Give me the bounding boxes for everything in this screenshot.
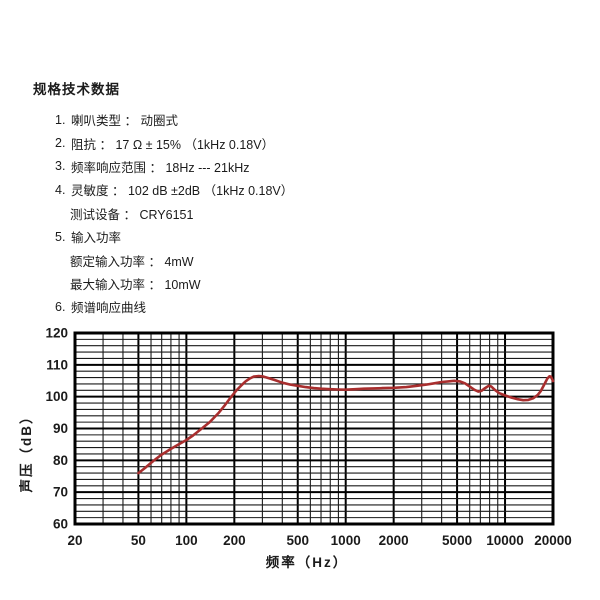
spec-section: 规格技术数据 1. 喇叭类型 ： 动圈式 2. 阻抗 ： 17 Ω ± 15% （1k… xyxy=(33,78,553,319)
spec-item-text: 频谱响应曲线 xyxy=(71,301,147,316)
spec-item-text: 喇叭类型 ： 动圈式 xyxy=(71,114,178,129)
y-tick-label: 110 xyxy=(46,357,68,372)
spec-item-text: 最大输入功率 ： 10mW xyxy=(70,277,201,292)
x-tick-label: 500 xyxy=(286,533,309,548)
spec-item: 额定输入功率 ： 4mW xyxy=(33,248,553,271)
y-tick-label: 60 xyxy=(53,517,68,532)
spec-item-text: 输入功率 xyxy=(71,231,122,246)
x-tick-label: 10000 xyxy=(486,533,524,548)
spec-item: 2. 阻抗 ： 17 Ω ± 15% （1kHz 0.18V） xyxy=(33,131,553,154)
x-tick-label: 20 xyxy=(67,533,82,548)
x-tick-label: 20000 xyxy=(534,533,572,548)
spec-item-number: 3. xyxy=(55,159,66,174)
spec-item-text: 额定输入功率 ： 4mW xyxy=(70,254,194,269)
spec-item-number: 6. xyxy=(55,299,66,314)
y-tick-label: 90 xyxy=(53,421,68,436)
y-tick-label: 100 xyxy=(45,389,68,404)
spec-item: 3. 频率响应范围 ： 18Hz --- 21kHz xyxy=(33,155,553,178)
x-tick-label: 200 xyxy=(223,533,246,548)
spec-item-text: 阻抗 ： 17 Ω ± 15% （1kHz 0.18V） xyxy=(71,137,275,152)
spec-item: 5. 输入功率 xyxy=(33,225,553,248)
spec-item-number: 2. xyxy=(55,136,66,151)
y-axis-title: 声压（dB） xyxy=(18,409,34,494)
x-tick-label: 50 xyxy=(131,533,146,548)
x-tick-label: 2000 xyxy=(379,533,409,548)
x-tick-label: 1000 xyxy=(331,533,361,548)
spec-item: 4. 灵敏度 ： 102 dB ±2dB （1kHz 0.18V） xyxy=(33,178,553,201)
spec-item-number: 5. xyxy=(55,229,66,244)
spec-item-text: 频率响应范围 ： 18Hz --- 21kHz xyxy=(71,160,250,175)
y-tick-label: 120 xyxy=(45,326,68,341)
spec-title: 规格技术数据 xyxy=(33,82,120,97)
spec-item-text: 灵敏度 ： 102 dB ±2dB （1kHz 0.18V） xyxy=(71,184,294,199)
spec-item: 1. 喇叭类型 ： 动圈式 xyxy=(33,108,553,131)
x-tick-label: 5000 xyxy=(442,533,472,548)
x-tick-label: 100 xyxy=(175,533,198,548)
y-tick-label: 70 xyxy=(53,485,68,500)
spec-item: 6. 频谱响应曲线 xyxy=(33,295,553,318)
x-axis-title: 频率（Hz） xyxy=(266,554,349,570)
spec-list: 1. 喇叭类型 ： 动圈式 2. 阻抗 ： 17 Ω ± 15% （1kHz 0.18… xyxy=(33,108,553,319)
spec-item: 测试设备 ： CRY6151 xyxy=(33,202,553,225)
spec-item-text: 测试设备 ： CRY6151 xyxy=(70,207,194,222)
y-tick-label: 80 xyxy=(53,453,68,468)
spec-item: 最大输入功率 ： 10mW xyxy=(33,272,553,295)
spec-item-number: 4. xyxy=(55,182,66,197)
frequency-response-curve xyxy=(137,374,555,475)
plot-border xyxy=(73,331,555,526)
spec-item-number: 1. xyxy=(55,112,66,127)
